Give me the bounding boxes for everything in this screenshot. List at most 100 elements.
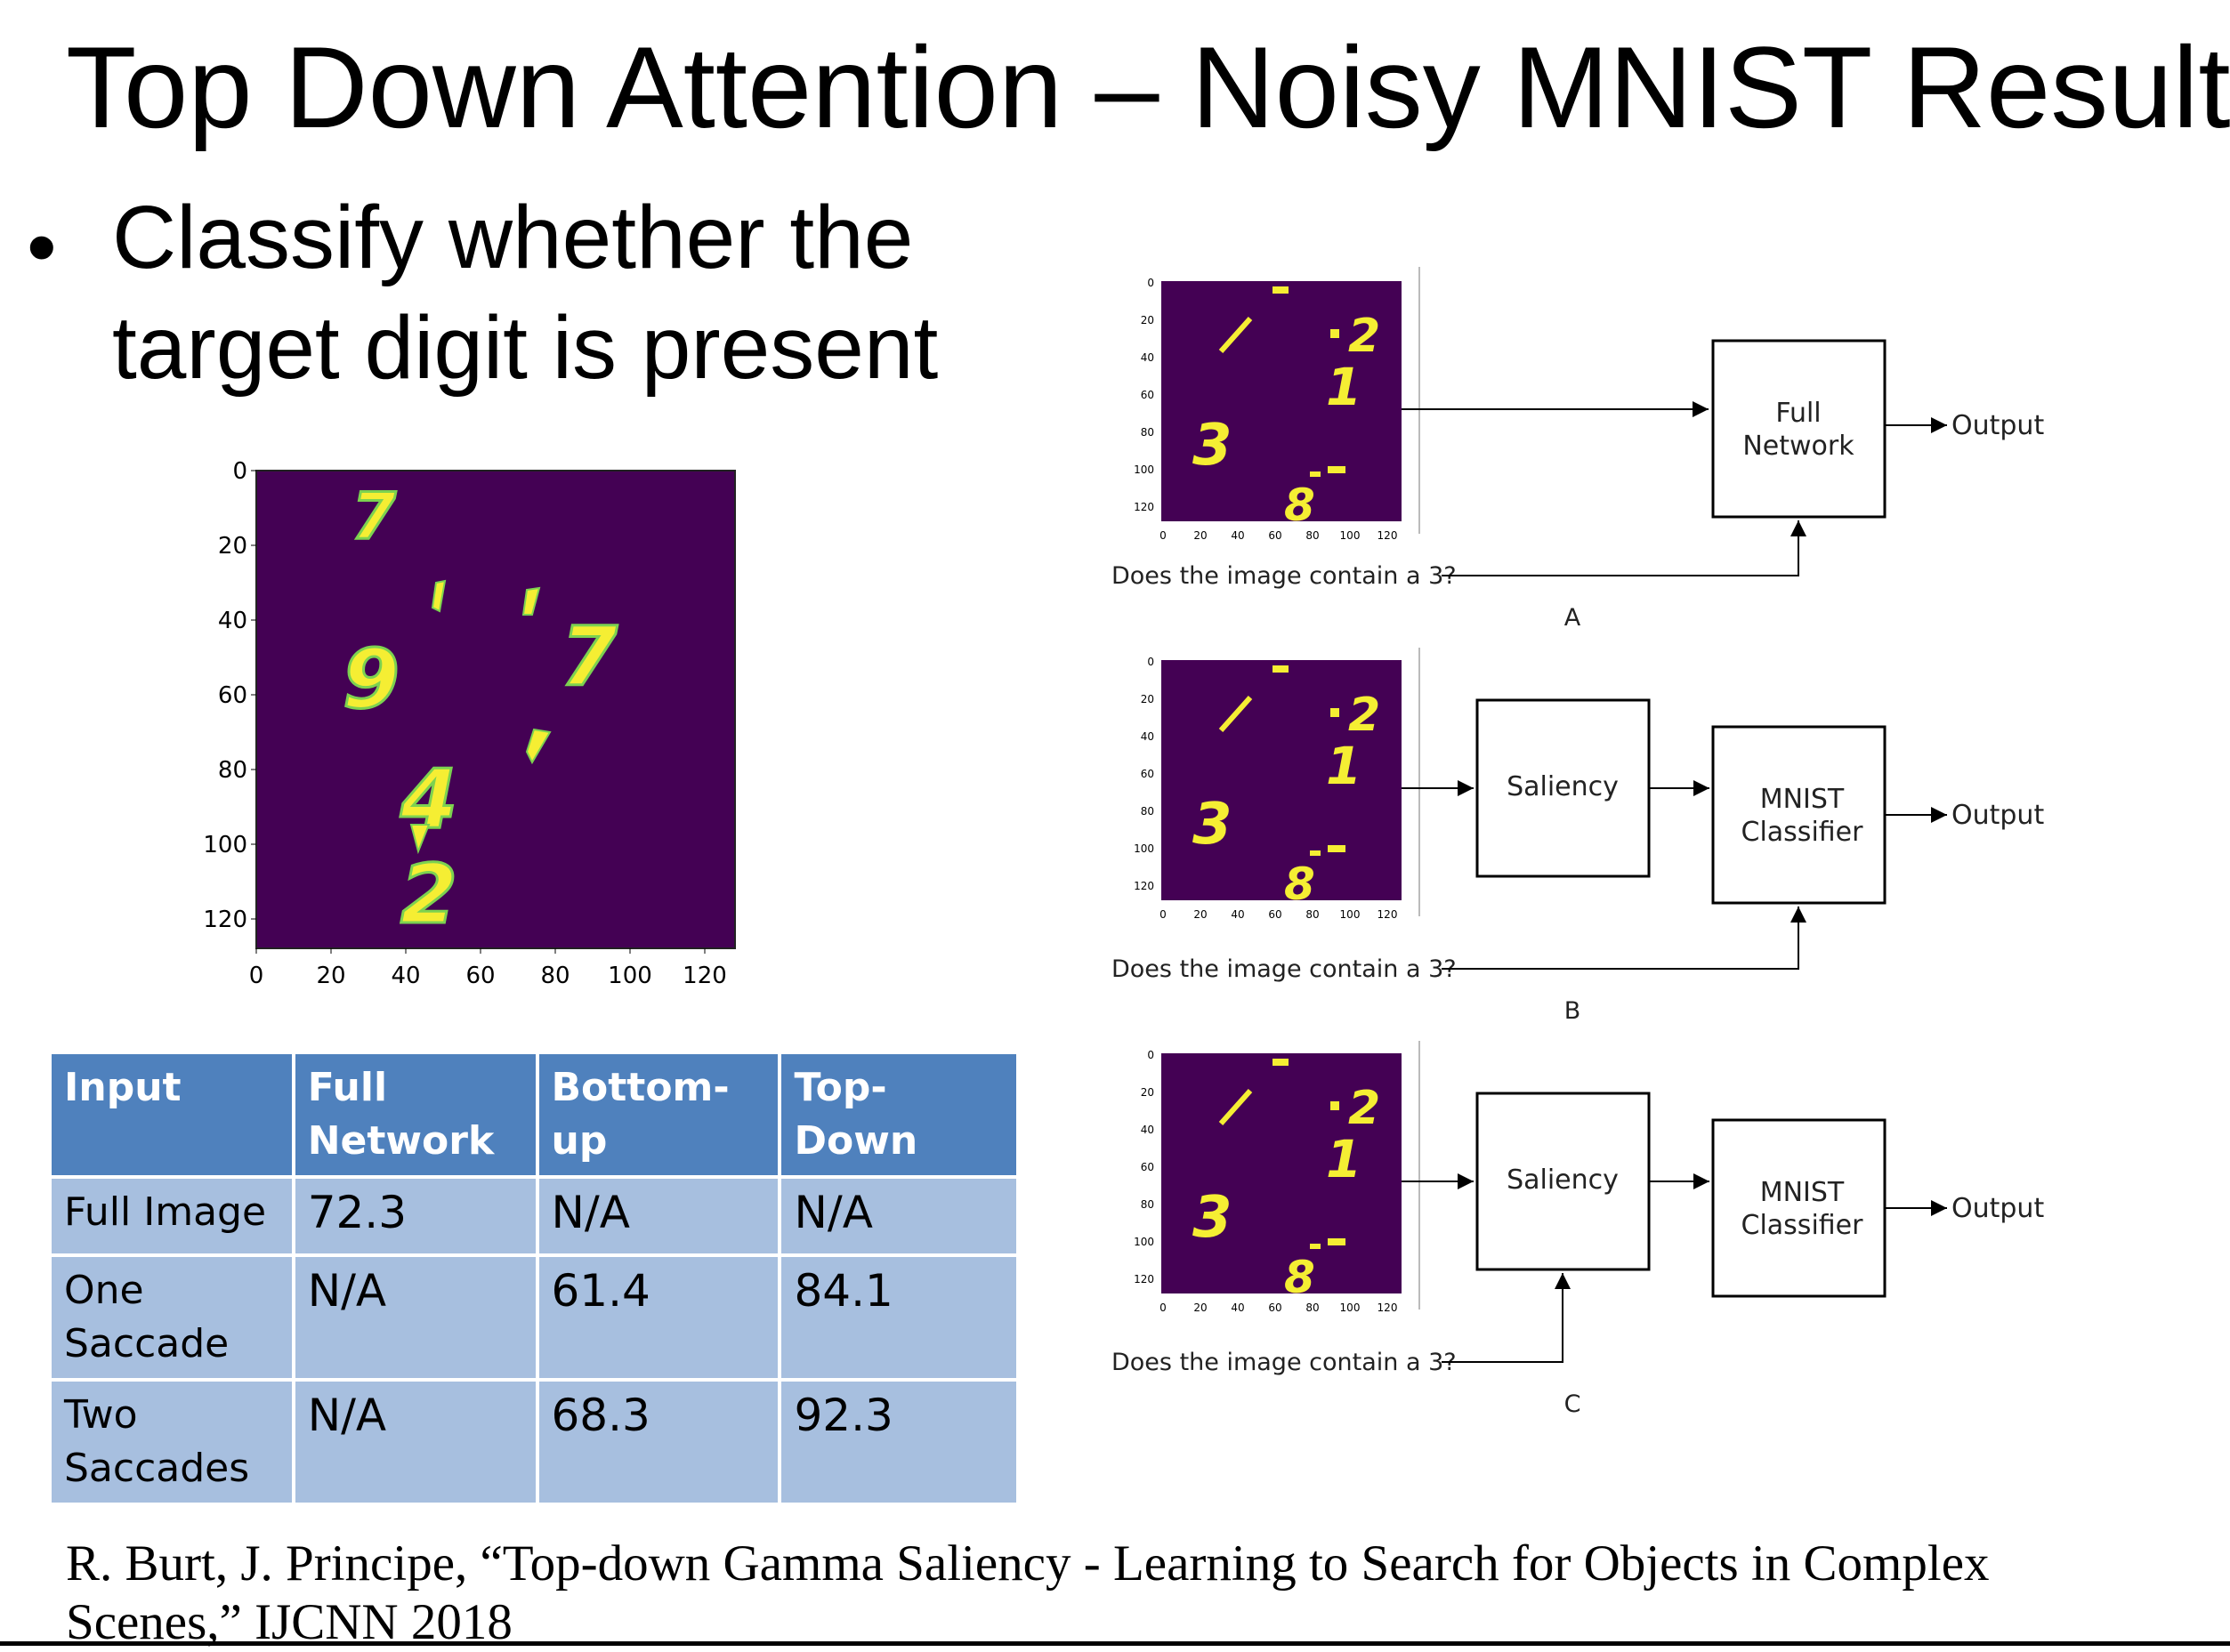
- thumb-tick-label: 60: [1141, 1161, 1154, 1173]
- col-header-input: Input: [48, 1051, 295, 1179]
- x-tick-label: 0: [249, 963, 264, 989]
- fragment-mark: [1218, 696, 1253, 732]
- thumb-tick-label: 40: [1231, 529, 1244, 542]
- fragment-mark: [1218, 1089, 1253, 1125]
- saliency-box: [1475, 1092, 1651, 1271]
- saliency-label: Saliency: [1507, 771, 1619, 802]
- input-image-thumb: [1161, 281, 1402, 521]
- cell-input: Full Image: [48, 1175, 295, 1257]
- thumb-fragments: [1218, 665, 1345, 856]
- plot-fragments: [409, 579, 552, 855]
- box-line-1: MNIST: [1760, 1177, 1845, 1208]
- thumb-tick-label: 20: [1141, 693, 1154, 705]
- table-row: Two Saccades N/A 68.3 92.3: [48, 1378, 1020, 1506]
- input-image-thumb: [1161, 660, 1402, 900]
- saliency-label: Saliency: [1507, 1164, 1619, 1196]
- bullet-icon: •: [27, 199, 57, 294]
- thumb-tick-label: 100: [1340, 1301, 1361, 1314]
- thumb-fragments: [1218, 286, 1345, 477]
- thumb-tick-label: 0: [1147, 1049, 1154, 1061]
- full-network-box: [1711, 339, 1887, 519]
- thumb-tick-label: 40: [1141, 351, 1154, 364]
- thumb-tick-label: 60: [1268, 1301, 1281, 1314]
- digit-mark: 3: [1192, 1185, 1232, 1251]
- box-line-1: Full: [1775, 398, 1821, 429]
- cell-full-network: N/A: [291, 1378, 539, 1506]
- thumb-tick-label: 20: [1193, 908, 1207, 921]
- thumb-digits: 2 1 3 8: [1192, 689, 1380, 910]
- fragment-mark: [1328, 466, 1345, 473]
- box-line-1: MNIST: [1760, 784, 1845, 815]
- thumb-x-ticks: 0 20 40 60 80 100 120: [1159, 1301, 1397, 1314]
- y-tick-label: 40: [218, 608, 247, 634]
- output-label: Output: [1951, 800, 2044, 831]
- thumb-tick-label: 100: [1134, 842, 1154, 855]
- thumb-tick-label: 40: [1141, 1124, 1154, 1136]
- x-tick-label: 80: [540, 963, 570, 989]
- y-tick-label: 20: [218, 533, 247, 560]
- classifier-box: [1711, 1118, 1887, 1298]
- thumb-tick-label: 80: [1141, 805, 1154, 818]
- thumb-tick-label: 20: [1193, 529, 1207, 542]
- output-label: Output: [1951, 1193, 2044, 1224]
- x-tick-label: 20: [316, 963, 345, 989]
- cell-top-down: N/A: [778, 1175, 1020, 1257]
- y-tick-label: 100: [203, 832, 247, 858]
- cell-bottom-up: 61.4: [535, 1253, 782, 1382]
- x-tick-label: 60: [465, 963, 495, 989]
- thumb-fragments: [1218, 1059, 1345, 1249]
- thumb-tick-label: 40: [1231, 908, 1244, 921]
- fragment-mark: [1218, 317, 1253, 353]
- thumb-tick-label: 20: [1141, 1086, 1154, 1099]
- digit-mark: 1: [1326, 357, 1361, 417]
- thumb-tick-label: 0: [1159, 529, 1167, 542]
- digit-mark: 3: [1192, 413, 1232, 479]
- cell-top-down: 92.3: [778, 1378, 1020, 1506]
- y-tick-label: 120: [203, 907, 247, 933]
- saliency-box: [1475, 698, 1651, 878]
- cell-bottom-up: N/A: [535, 1175, 782, 1257]
- y-axis-ticks: 0 20 40 60 80 100 120: [203, 458, 256, 933]
- thumb-tick-label: 60: [1141, 768, 1154, 780]
- table-row: Full Image 72.3 N/A N/A: [48, 1175, 1020, 1257]
- digit-mark: 2: [1348, 310, 1380, 363]
- question-label: Does the image contain a 3?: [1111, 562, 1457, 590]
- fragment-mark: [1310, 1244, 1321, 1249]
- cell-input: Two Saccades: [48, 1378, 295, 1506]
- x-tick-label: 100: [608, 963, 652, 989]
- thumb-y-ticks: 0 20 40 60 80 100 120: [1134, 656, 1154, 892]
- slide-title: Top Down Attention – Noisy MNIST Results: [66, 22, 2230, 152]
- table-header-row: Input Full Network Bottom-up Top-Down: [48, 1051, 1020, 1179]
- digit-mark: 8: [1284, 479, 1315, 531]
- thumb-tick-label: 0: [1159, 908, 1167, 921]
- digit-mark: 4: [400, 752, 457, 847]
- digit-mark: 1: [1326, 1129, 1361, 1189]
- plot-area: [255, 470, 736, 949]
- digit-mark: 2: [1348, 689, 1380, 742]
- thumb-tick-label: 80: [1141, 1198, 1154, 1211]
- output-label: Output: [1951, 410, 2044, 441]
- digit-mark: 1: [1326, 736, 1361, 796]
- thumb-tick-label: 120: [1378, 529, 1398, 542]
- box-line-2: Classifier: [1741, 1210, 1864, 1241]
- panel-letter: A: [1564, 604, 1581, 632]
- plot-digits: 7 9 7 4 2: [342, 478, 619, 944]
- cell-top-down: 84.1: [778, 1253, 1020, 1382]
- input-image-thumb: [1161, 1053, 1402, 1293]
- thumb-tick-label: 20: [1141, 314, 1154, 326]
- thumb-tick-label: 100: [1340, 908, 1361, 921]
- cell-full-network: 72.3: [291, 1175, 539, 1257]
- fragment-mark: [525, 728, 552, 765]
- panel-letter: C: [1564, 1390, 1581, 1418]
- digit-mark: 3: [1192, 792, 1232, 858]
- thumb-tick-label: 120: [1134, 501, 1154, 513]
- digit-mark: 2: [400, 847, 457, 942]
- thumb-tick-label: 100: [1340, 529, 1361, 542]
- fragment-mark: [1273, 1059, 1289, 1066]
- box-line-2: Classifier: [1741, 817, 1864, 848]
- x-tick-label: 40: [391, 963, 420, 989]
